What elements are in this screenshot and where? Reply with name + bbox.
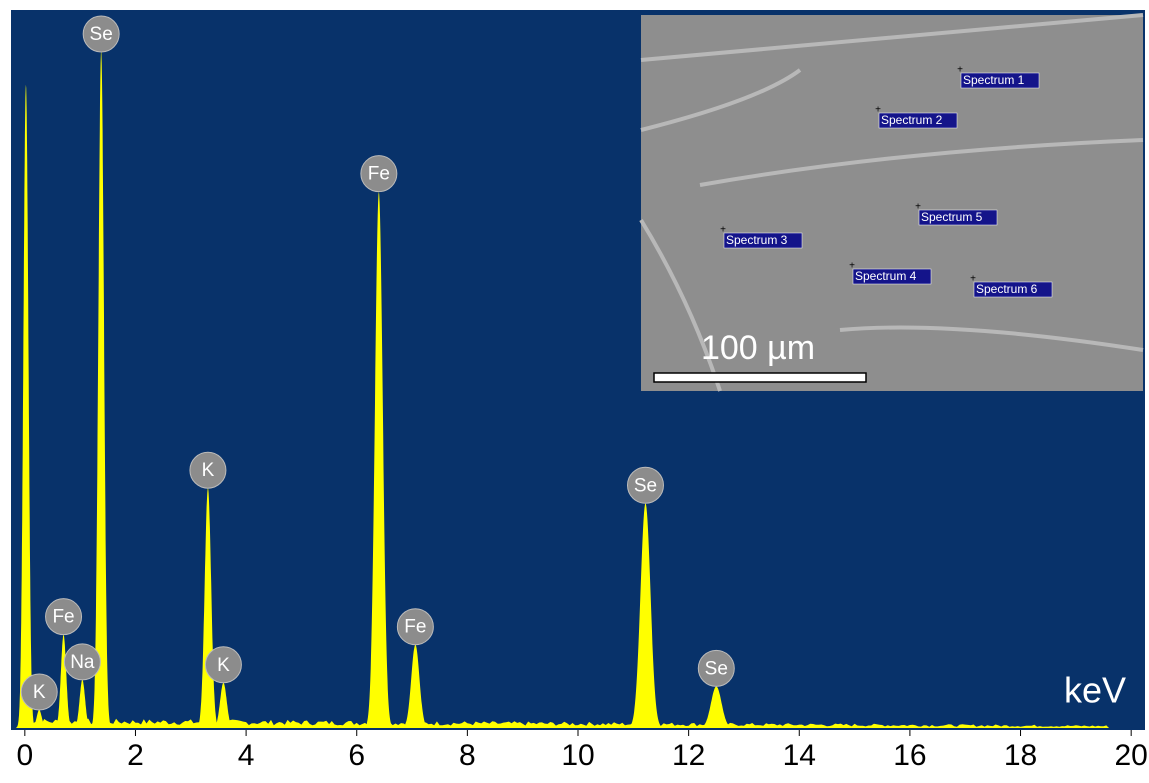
peak-label: Na bbox=[70, 652, 95, 673]
peak bbox=[71, 679, 94, 728]
x-tick-label: 12 bbox=[672, 739, 705, 772]
peak-label: Se bbox=[634, 475, 657, 496]
x-tick-label: 14 bbox=[783, 739, 816, 772]
sem-texture bbox=[639, 13, 1144, 392]
x-tick-label: 10 bbox=[561, 739, 594, 772]
spot-label-bg bbox=[878, 112, 958, 129]
scale-bar bbox=[653, 372, 867, 383]
spot-label-bg bbox=[723, 232, 803, 249]
peak bbox=[695, 686, 738, 728]
spot-label-bg bbox=[852, 268, 932, 285]
peak bbox=[16, 84, 36, 728]
peak bbox=[210, 682, 237, 728]
x-tick-label: 8 bbox=[459, 739, 476, 772]
peak-label: Fe bbox=[368, 164, 390, 185]
peak bbox=[29, 710, 50, 728]
x-tick-label: 0 bbox=[16, 739, 33, 772]
peak-label-badge bbox=[626, 466, 664, 504]
spot-label-bg bbox=[918, 209, 998, 226]
x-tick-label: 18 bbox=[1004, 739, 1037, 772]
scale-bar-label: 100 µm bbox=[701, 329, 815, 367]
background-counts bbox=[24, 718, 1110, 728]
spot-label: Spectrum 2 bbox=[881, 113, 943, 127]
peak-label: Se bbox=[90, 24, 113, 45]
spot-marker: + bbox=[957, 65, 963, 76]
peak bbox=[53, 634, 75, 728]
spot-label: Spectrum 5 bbox=[921, 210, 983, 224]
x-tick-label: 16 bbox=[893, 739, 926, 772]
spot-marker: + bbox=[849, 261, 855, 272]
peak-label-badge bbox=[45, 598, 83, 636]
peak bbox=[195, 488, 221, 728]
x-tick-label: 2 bbox=[127, 739, 144, 772]
peak-label-badge bbox=[63, 643, 101, 681]
x-tick-label: 20 bbox=[1114, 739, 1147, 772]
spot-label-bg bbox=[960, 72, 1040, 89]
spot-label: Spectrum 4 bbox=[855, 269, 917, 283]
spot-marker: + bbox=[915, 202, 921, 213]
x-axis-label: keV bbox=[1064, 670, 1126, 711]
spot-marker: + bbox=[720, 225, 726, 236]
x-tick-label: 6 bbox=[348, 739, 365, 772]
spot-label: Spectrum 1 bbox=[963, 73, 1025, 87]
spot-marker: + bbox=[970, 274, 976, 285]
peak-label: K bbox=[202, 460, 215, 481]
peak bbox=[90, 50, 113, 728]
spot-label: Spectrum 3 bbox=[726, 233, 788, 247]
peak-label: Fe bbox=[52, 607, 74, 628]
peak bbox=[399, 644, 432, 728]
peak-label-badge bbox=[360, 155, 398, 193]
peak-label-badge bbox=[20, 673, 58, 711]
x-tick-label: 4 bbox=[238, 739, 255, 772]
peak-label-badge bbox=[82, 15, 120, 53]
spot-label-bg bbox=[973, 281, 1053, 298]
spot-marker: + bbox=[875, 105, 881, 116]
peak-label: Fe bbox=[404, 617, 426, 638]
peak-label: K bbox=[33, 682, 46, 703]
peak-label-badge bbox=[697, 649, 735, 687]
peak-label-badge bbox=[204, 646, 242, 684]
peak bbox=[625, 503, 666, 728]
inset-image: 100 µm +Spectrum 1+Spectrum 2+Spectrum 3… bbox=[639, 13, 1144, 392]
peak-label: K bbox=[217, 655, 230, 676]
spot-label: Spectrum 6 bbox=[976, 282, 1038, 296]
peak bbox=[363, 191, 395, 728]
peak-label-badge bbox=[189, 451, 227, 489]
peak-label: Se bbox=[705, 658, 728, 679]
peak-label-badge bbox=[396, 608, 434, 646]
